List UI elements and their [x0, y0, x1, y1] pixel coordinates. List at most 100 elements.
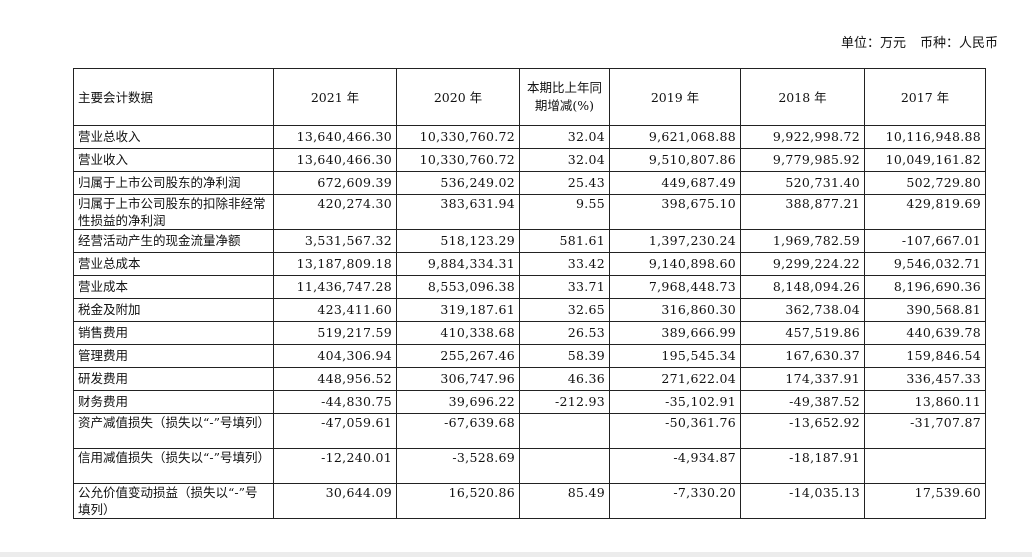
value-cell: 32.04 [519, 125, 610, 149]
value-cell: 449,687.49 [609, 171, 741, 195]
row-label: 营业总成本 [73, 252, 274, 276]
value-cell: 420,274.30 [273, 194, 397, 230]
value-cell: 3,531,567.32 [273, 229, 397, 253]
value-cell: -212.93 [519, 390, 610, 414]
value-cell: 58.39 [519, 344, 610, 368]
value-cell: 383,631.94 [396, 194, 520, 230]
value-cell: 448,956.52 [273, 367, 397, 391]
value-cell: -7,330.20 [609, 483, 741, 519]
value-cell: 16,520.86 [396, 483, 520, 519]
value-cell: 581.61 [519, 229, 610, 253]
value-cell: 1,397,230.24 [609, 229, 741, 253]
table-row: 营业总收入 13,640,466.30 10,330,760.72 32.04 9,62… [73, 125, 986, 149]
value-cell: 520,731.40 [740, 171, 865, 195]
value-cell: 423,411.60 [273, 298, 397, 322]
value-cell: 13,640,466.30 [273, 125, 397, 149]
unit-label: 单位：万元 [840, 36, 906, 51]
row-label: 营业收入 [73, 148, 274, 172]
header-cell: 2019 年 [609, 68, 741, 126]
table-row: 营业收入 13,640,466.30 10,330,760.72 32.04 9,510… [73, 148, 986, 172]
value-cell: 25.43 [519, 171, 610, 195]
value-cell: -44,830.75 [273, 390, 397, 414]
value-cell: 536,249.02 [396, 171, 520, 195]
value-cell: -4,934.87 [609, 448, 741, 484]
value-cell: -18,187.91 [740, 448, 865, 484]
value-cell: -67,639.68 [396, 413, 520, 449]
value-cell [519, 448, 610, 484]
value-cell: 398,675.10 [609, 194, 741, 230]
table-row: 信用减值损失（损失以“-”号填列） -12,240.01 -3,528.69 -4,9… [73, 448, 986, 484]
header-cell: 本期比上年同期增减(%) [519, 68, 610, 126]
header-cell: 2017 年 [864, 68, 986, 126]
value-cell: 159,846.54 [864, 344, 986, 368]
row-label: 资产减值损失（损失以“-”号填列） [73, 413, 274, 449]
value-cell: 518,123.29 [396, 229, 520, 253]
value-cell: 32.04 [519, 148, 610, 172]
header-cell: 主要会计数据 [73, 68, 274, 126]
row-label: 归属于上市公司股东的扣除非经常性损益的净利润 [73, 194, 274, 230]
value-cell: 390,568.81 [864, 298, 986, 322]
value-cell: 271,622.04 [609, 367, 741, 391]
table-row: 归属于上市公司股东的净利润 672,609.39 536,249.02 25.43 44… [73, 171, 986, 195]
table-row: 经营活动产生的现金流量净额 3,531,567.32 518,123.29 581.6… [73, 229, 986, 253]
value-cell: 8,553,096.38 [396, 275, 520, 299]
value-cell: 46.36 [519, 367, 610, 391]
row-label: 信用减值损失（损失以“-”号填列） [73, 448, 274, 484]
value-cell: 11,436,747.28 [273, 275, 397, 299]
row-label: 财务费用 [73, 390, 274, 414]
header-cell: 2020 年 [396, 68, 520, 126]
value-cell: 32.65 [519, 298, 610, 322]
table-row: 税金及附加 423,411.60 319,187.61 32.65 316,860.30… [73, 298, 986, 322]
value-cell: 8,196,690.36 [864, 275, 986, 299]
row-label: 税金及附加 [73, 298, 274, 322]
value-cell: -47,059.61 [273, 413, 397, 449]
value-cell: 9,510,807.86 [609, 148, 741, 172]
value-cell: 7,968,448.73 [609, 275, 741, 299]
value-cell: 9,299,224.22 [740, 252, 865, 276]
value-cell: 13,860.11 [864, 390, 986, 414]
value-cell: 9,884,334.31 [396, 252, 520, 276]
value-cell: 85.49 [519, 483, 610, 519]
value-cell: -107,667.01 [864, 229, 986, 253]
table-row: 研发费用 448,956.52 306,747.96 46.36 271,622.04 1… [73, 367, 986, 391]
value-cell: 1,969,782.59 [740, 229, 865, 253]
value-cell: 410,338.68 [396, 321, 520, 345]
bottom-strip [0, 552, 1032, 557]
value-cell: -49,387.52 [740, 390, 865, 414]
value-cell [864, 448, 986, 484]
table-row: 管理费用 404,306.94 255,267.46 58.39 195,545.34 1… [73, 344, 986, 368]
row-label: 经营活动产生的现金流量净额 [73, 229, 274, 253]
row-label: 归属于上市公司股东的净利润 [73, 171, 274, 195]
header-cell: 2021 年 [273, 68, 397, 126]
accounting-data-table: 主要会计数据 2021 年 2020 年 本期比上年同期增减(%) 2019 年… [73, 68, 986, 519]
value-cell: 167,630.37 [740, 344, 865, 368]
currency-label: 币种：人民币 [919, 36, 998, 51]
value-cell: 174,337.91 [740, 367, 865, 391]
value-cell: 13,187,809.18 [273, 252, 397, 276]
value-cell: 39,696.22 [396, 390, 520, 414]
header-row: 主要会计数据 2021 年 2020 年 本期比上年同期增减(%) 2019 年… [73, 68, 986, 126]
value-cell: 9.55 [519, 194, 610, 230]
value-cell: 388,877.21 [740, 194, 865, 230]
table-row: 营业成本 11,436,747.28 8,553,096.38 33.71 7,968,… [73, 275, 986, 299]
value-cell: 672,609.39 [273, 171, 397, 195]
table-row: 销售费用 519,217.59 410,338.68 26.53 389,666.99 4… [73, 321, 986, 345]
value-cell: 306,747.96 [396, 367, 520, 391]
table-row: 公允价值变动损益（损失以“-”号填列） 30,644.09 16,520.86 85.… [73, 483, 986, 519]
value-cell: 9,546,032.71 [864, 252, 986, 276]
value-cell: 10,116,948.88 [864, 125, 986, 149]
value-cell: 9,922,998.72 [740, 125, 865, 149]
value-cell: 10,049,161.82 [864, 148, 986, 172]
value-cell: 10,330,760.72 [396, 125, 520, 149]
row-label: 营业成本 [73, 275, 274, 299]
value-cell: -12,240.01 [273, 448, 397, 484]
row-label: 研发费用 [73, 367, 274, 391]
value-cell: -50,361.76 [609, 413, 741, 449]
value-cell: 8,148,094.26 [740, 275, 865, 299]
row-label: 营业总收入 [73, 125, 274, 149]
header-cell: 2018 年 [740, 68, 865, 126]
value-cell: 13,640,466.30 [273, 148, 397, 172]
row-label: 管理费用 [73, 344, 274, 368]
value-cell [519, 413, 610, 449]
table-body: 营业总收入 13,640,466.30 10,330,760.72 32.04 9,62… [73, 125, 986, 519]
